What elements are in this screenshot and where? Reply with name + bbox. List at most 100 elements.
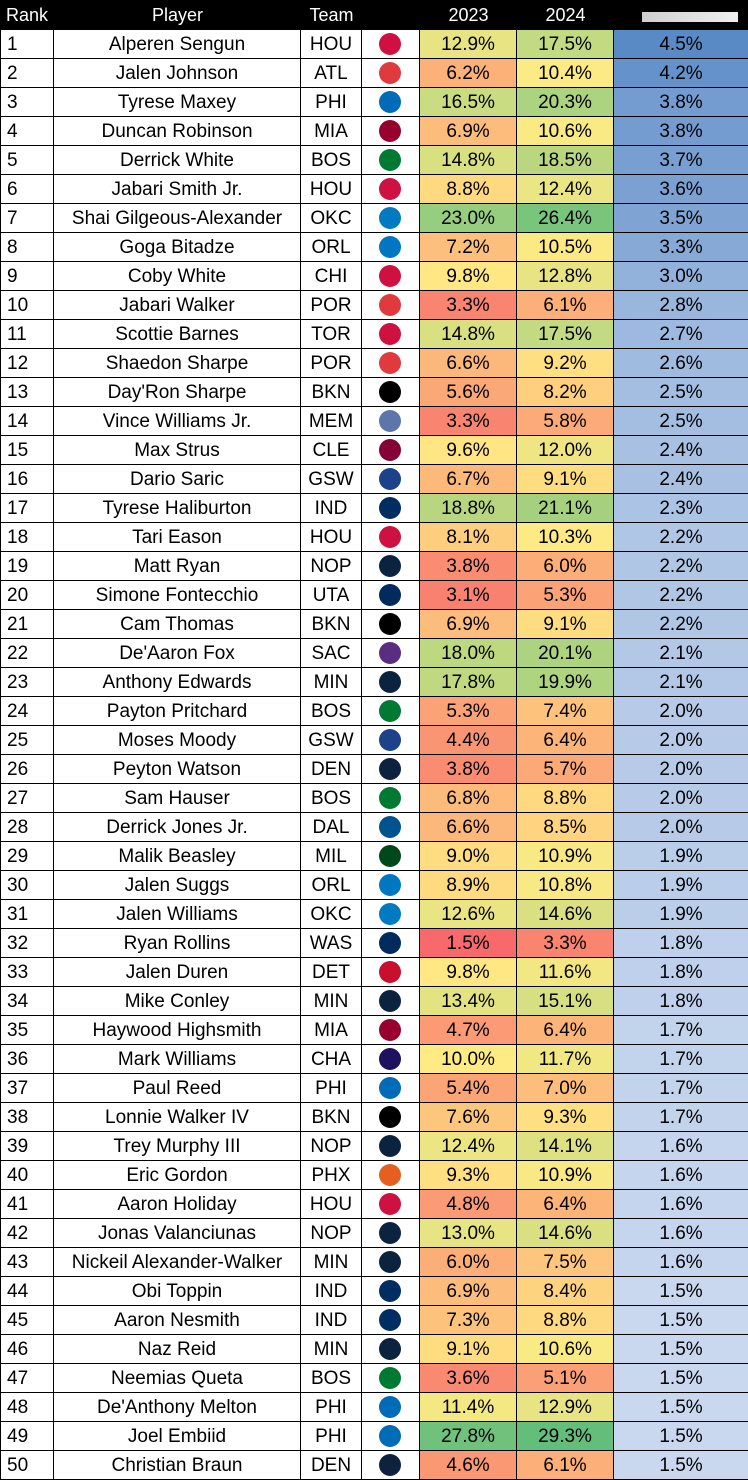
nuggets-logo-icon [379, 1454, 401, 1476]
player-cell: Peyton Watson [54, 755, 301, 784]
rank-cell: 4 [0, 117, 54, 146]
raptors-logo-icon [379, 323, 401, 345]
value-2024-cell: 9.1% [517, 465, 614, 494]
team-logo-cell [362, 958, 420, 987]
team-logo-cell [362, 697, 420, 726]
value-2023-cell: 1.5% [420, 929, 517, 958]
value-2024-cell: 21.1% [517, 494, 614, 523]
team-logo-cell [362, 117, 420, 146]
player-cell: Obi Toppin [54, 1277, 301, 1306]
team-cell: HOU [301, 523, 362, 552]
value-2024-cell: 9.3% [517, 1103, 614, 1132]
table-row: 34 Mike Conley MIN 13.4% 15.1% 1.8% [0, 987, 748, 1016]
rank-cell: 3 [0, 88, 54, 117]
team-cell: PHI [301, 1074, 362, 1103]
player-cell: Paul Reed [54, 1074, 301, 1103]
table-row: 30 Jalen Suggs ORL 8.9% 10.8% 1.9% [0, 871, 748, 900]
team-logo-cell [362, 494, 420, 523]
value-2024-cell: 6.4% [517, 1190, 614, 1219]
difference-cell: 3.8% [614, 88, 748, 117]
value-2024-cell: 12.9% [517, 1393, 614, 1422]
value-2023-cell: 6.0% [420, 1248, 517, 1277]
player-cell: Dario Saric [54, 465, 301, 494]
table-row: 37 Paul Reed PHI 5.4% 7.0% 1.7% [0, 1074, 748, 1103]
team-logo-cell [362, 1364, 420, 1393]
rank-cell: 25 [0, 726, 54, 755]
value-2024-cell: 3.3% [517, 929, 614, 958]
table-row: 50 Christian Braun DEN 4.6% 6.1% 1.5% [0, 1451, 748, 1480]
player-cell: Payton Pritchard [54, 697, 301, 726]
pelicans-logo-icon [379, 555, 401, 577]
team-cell: DET [301, 958, 362, 987]
rank-cell: 43 [0, 1248, 54, 1277]
team-logo-cell [362, 784, 420, 813]
thunder-logo-icon [379, 207, 401, 229]
table-row: 5 Derrick White BOS 14.8% 18.5% 3.7% [0, 146, 748, 175]
table-row: 26 Peyton Watson DEN 3.8% 5.7% 2.0% [0, 755, 748, 784]
difference-cell: 4.5% [614, 30, 748, 59]
difference-cell: 2.2% [614, 610, 748, 639]
value-2024-cell: 5.3% [517, 581, 614, 610]
player-cell: Neemias Queta [54, 1364, 301, 1393]
table-row: 7 Shai Gilgeous-Alexander OKC 23.0% 26.4% 3.5… [0, 204, 748, 233]
player-cell: Cam Thomas [54, 610, 301, 639]
difference-cell: 1.5% [614, 1364, 748, 1393]
value-2023-cell: 14.8% [420, 146, 517, 175]
rank-cell: 42 [0, 1219, 54, 1248]
table-row: 44 Obi Toppin IND 6.9% 8.4% 1.5% [0, 1277, 748, 1306]
rank-cell: 20 [0, 581, 54, 610]
value-2024-cell: 12.0% [517, 436, 614, 465]
difference-cell: 1.5% [614, 1335, 748, 1364]
rank-cell: 27 [0, 784, 54, 813]
team-cell: POR [301, 291, 362, 320]
pelicans-logo-icon [379, 1135, 401, 1157]
warriors-logo-icon [379, 468, 401, 490]
value-2023-cell: 7.2% [420, 233, 517, 262]
team-logo-cell [362, 204, 420, 233]
table-row: 39 Trey Murphy III NOP 12.4% 14.1% 1.6% [0, 1132, 748, 1161]
table-row: 47 Neemias Queta BOS 3.6% 5.1% 1.5% [0, 1364, 748, 1393]
player-cell: Max Strus [54, 436, 301, 465]
player-cell: Naz Reid [54, 1335, 301, 1364]
team-logo-cell [362, 1451, 420, 1480]
value-2024-cell: 10.9% [517, 1161, 614, 1190]
difference-cell: 1.6% [614, 1132, 748, 1161]
player-cell: De'Aaron Fox [54, 639, 301, 668]
table-row: 32 Ryan Rollins WAS 1.5% 3.3% 1.8% [0, 929, 748, 958]
difference-cell: 1.5% [614, 1422, 748, 1451]
rank-cell: 15 [0, 436, 54, 465]
team-cell: NOP [301, 1219, 362, 1248]
value-2024-cell: 10.3% [517, 523, 614, 552]
difference-cell: 1.7% [614, 1074, 748, 1103]
player-cell: Matt Ryan [54, 552, 301, 581]
player-cell: Duncan Robinson [54, 117, 301, 146]
team-cell: HOU [301, 30, 362, 59]
team-cell: CHA [301, 1045, 362, 1074]
table-row: 42 Jonas Valanciunas NOP 13.0% 14.6% 1.6% [0, 1219, 748, 1248]
team-logo-cell [362, 610, 420, 639]
value-2023-cell: 18.0% [420, 639, 517, 668]
value-2024-cell: 5.1% [517, 1364, 614, 1393]
player-cell: Alperen Sengun [54, 30, 301, 59]
team-logo-cell [362, 1132, 420, 1161]
rockets-logo-icon [379, 178, 401, 200]
team-logo-cell [362, 1335, 420, 1364]
player-cell: Mike Conley [54, 987, 301, 1016]
value-2024-cell: 18.5% [517, 146, 614, 175]
player-cell: Malik Beasley [54, 842, 301, 871]
value-2023-cell: 4.4% [420, 726, 517, 755]
table-row: 23 Anthony Edwards MIN 17.8% 19.9% 2.1% [0, 668, 748, 697]
player-cell: Goga Bitadze [54, 233, 301, 262]
mavericks-logo-icon [379, 816, 401, 838]
76ers-logo-icon [379, 91, 401, 113]
team-logo-cell [362, 1016, 420, 1045]
blazers-logo-icon [379, 294, 401, 316]
player-cell: Jalen Williams [54, 900, 301, 929]
rank-cell: 24 [0, 697, 54, 726]
value-2023-cell: 13.4% [420, 987, 517, 1016]
76ers-logo-icon [379, 1077, 401, 1099]
value-2023-cell: 7.3% [420, 1306, 517, 1335]
team-logo-cell [362, 1219, 420, 1248]
value-2023-cell: 12.6% [420, 900, 517, 929]
